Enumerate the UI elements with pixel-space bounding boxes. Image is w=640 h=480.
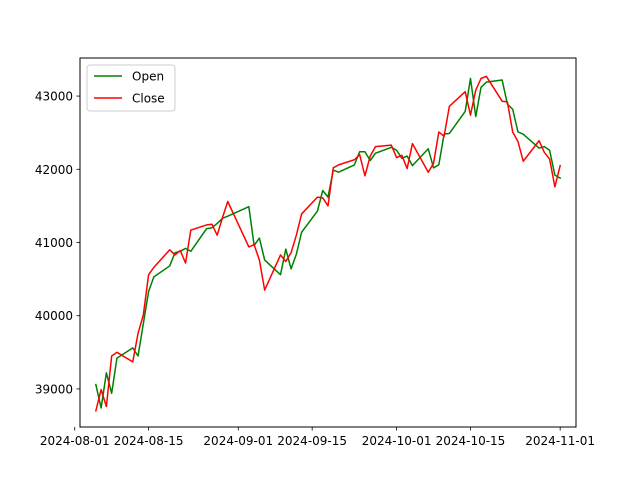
x-tick-label: 2024-08-01 [40, 434, 110, 448]
legend: Open Close [86, 64, 176, 112]
y-tick-label: 42000 [35, 163, 73, 177]
y-tick-label: 40000 [35, 309, 73, 323]
y-tick-label: 41000 [35, 236, 73, 250]
x-tick-label: 2024-09-15 [277, 434, 347, 448]
series-line-close [94, 75, 562, 412]
x-axis: 2024-08-01 2024-08-15 2024-09-01 2024-09-15… [40, 427, 595, 448]
legend-label-close: Close [132, 92, 165, 106]
y-tick-label: 43000 [35, 90, 73, 104]
y-tick-label: 39000 [35, 382, 73, 396]
x-tick-label: 2024-11-01 [525, 434, 595, 448]
x-tick-label: 2024-08-15 [114, 434, 184, 448]
legend-label-open: Open [132, 70, 164, 84]
x-tick-label: 2024-10-01 [362, 434, 432, 448]
y-axis: 39000 40000 41000 42000 43000 [35, 90, 80, 396]
series-layer [94, 75, 562, 412]
x-tick-label: 2024-10-15 [436, 434, 506, 448]
x-tick-label: 2024-09-01 [203, 434, 273, 448]
